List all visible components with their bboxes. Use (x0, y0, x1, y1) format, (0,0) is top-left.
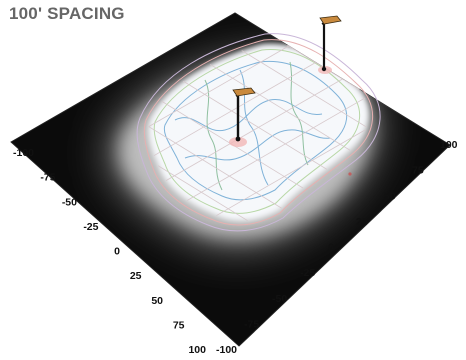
contour-lines (136, 33, 381, 232)
contour-green (153, 49, 360, 214)
right-axis-tick: 25 (356, 216, 368, 228)
right-axis-tick: 100 (440, 139, 458, 151)
pole-fixture-1 (232, 87, 256, 142)
luminaire-head (232, 87, 256, 97)
left-axis-tick: 0 (114, 246, 120, 258)
right-axis-tick: -50 (272, 293, 287, 305)
left-axis: -100 -75 -50 -25 0 25 50 75 100 (13, 147, 206, 356)
right-axis-tick: 75 (412, 165, 424, 177)
page-title: 100' SPACING (9, 4, 125, 23)
left-axis-tick: 75 (173, 319, 185, 331)
contour-pink (143, 39, 373, 226)
left-axis-tick: -100 (13, 147, 34, 159)
left-axis-tick: 25 (130, 270, 142, 282)
left-axis-tick: -75 (40, 172, 55, 184)
right-axis-tick: -100 (216, 344, 237, 356)
left-axis-tick: -50 (62, 196, 77, 208)
left-axis-tick: 50 (151, 295, 163, 307)
right-axis: -100 -75 -50 -25 0 25 50 75 100 (216, 139, 458, 356)
right-axis-tick: 0 (328, 242, 334, 254)
right-axis-tick: -25 (300, 267, 315, 279)
left-axis-tick: 100 (188, 344, 206, 356)
right-axis-tick: -75 (244, 318, 259, 330)
pole-fixture-2 (319, 15, 342, 72)
contour-violet (136, 33, 381, 232)
bright-area (148, 43, 369, 222)
right-axis-tick: 50 (384, 190, 396, 202)
luminaire-head (319, 15, 342, 25)
left-axis-tick: -25 (83, 221, 98, 233)
